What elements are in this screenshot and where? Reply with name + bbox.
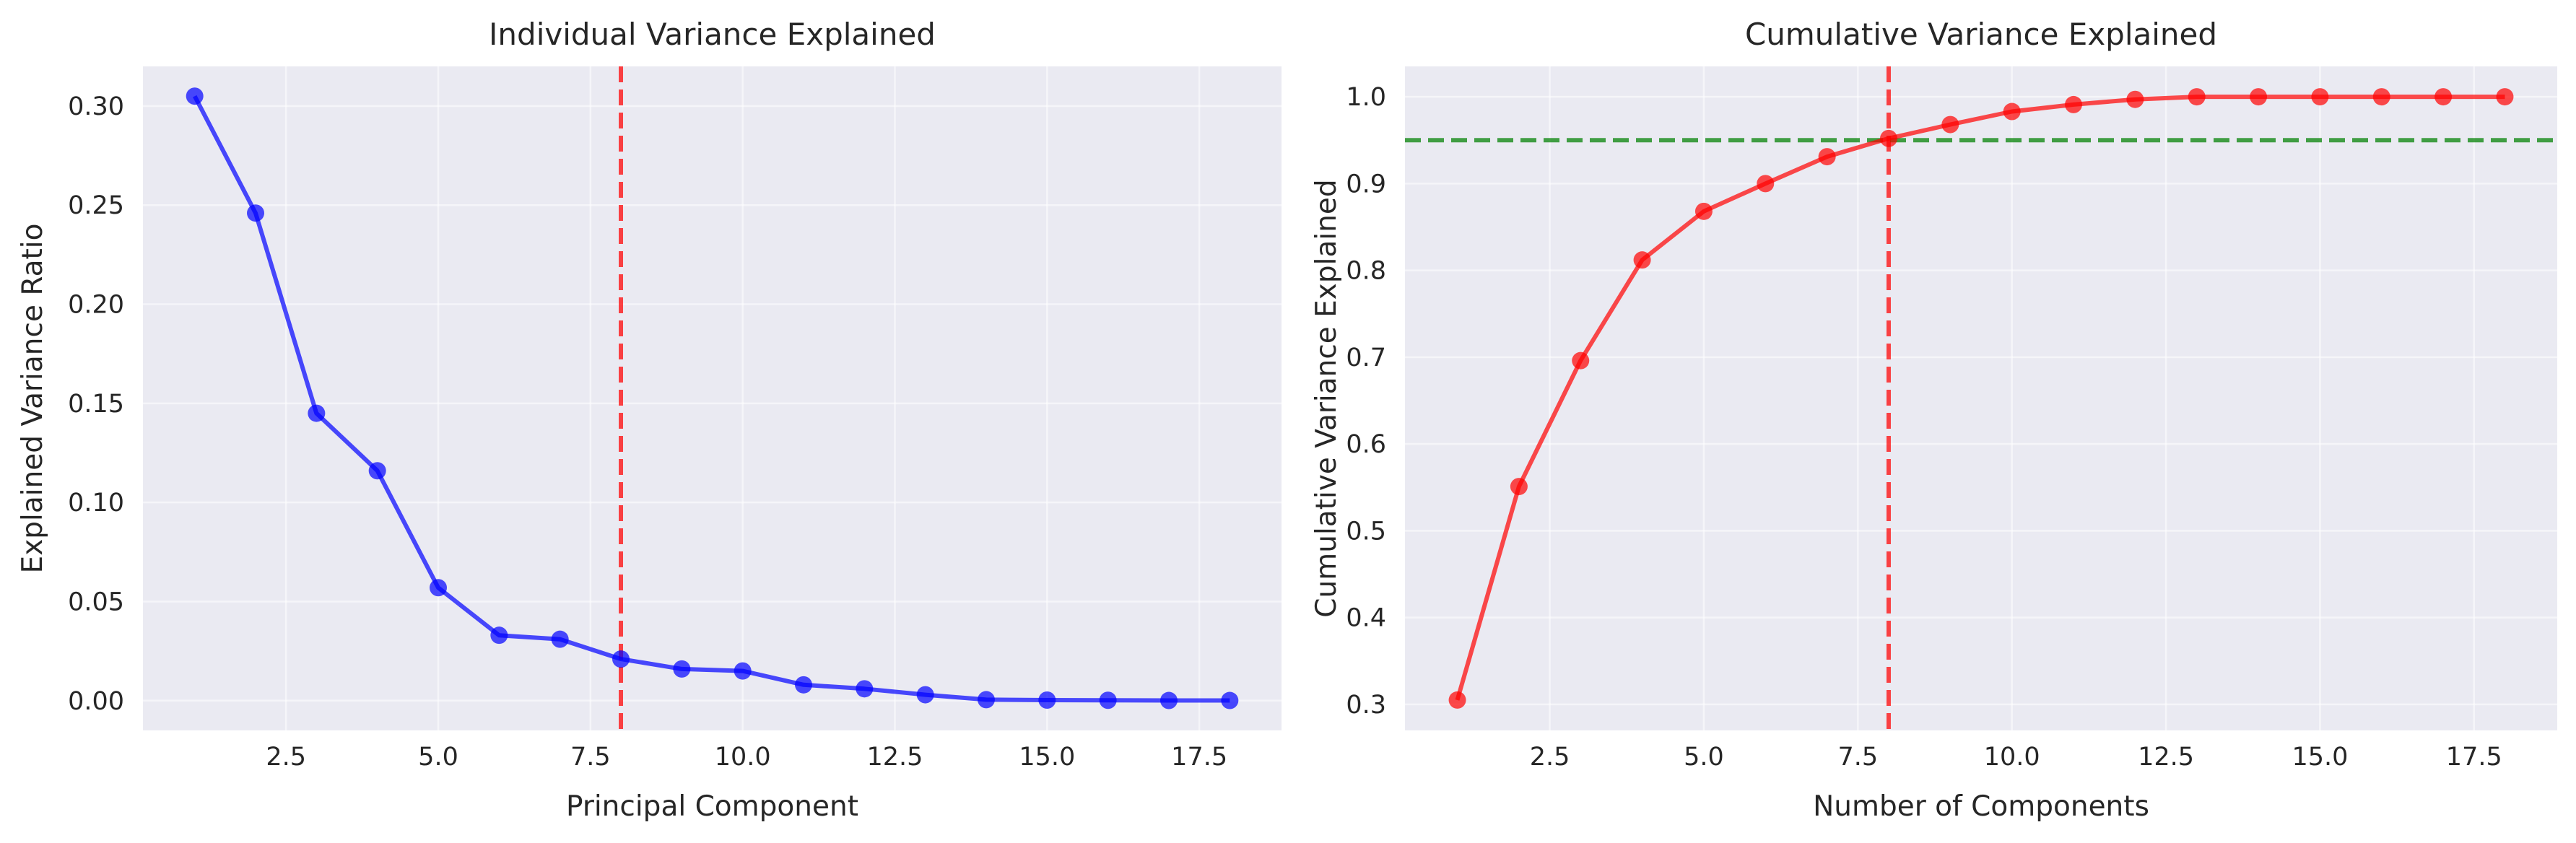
data-point — [856, 680, 874, 698]
series — [1448, 88, 2514, 709]
data-point — [1221, 691, 1239, 709]
data-point — [2434, 88, 2453, 106]
y-tick-label: 0.5 — [1346, 517, 1386, 546]
data-point — [1633, 251, 1651, 269]
data-point — [2372, 88, 2390, 106]
data-point — [551, 630, 569, 648]
data-point — [2311, 88, 2329, 106]
series-line — [193, 95, 1230, 703]
x-tick-label: 12.5 — [2138, 743, 2194, 772]
data-point — [186, 87, 204, 105]
y-tick-label: 0.7 — [1346, 344, 1386, 372]
data-point — [1038, 691, 1056, 709]
data-point — [1941, 115, 1959, 134]
y-tick-labels: 0.3 0.4 0.5 0.6 0.7 0.8 0.9 1.0 — [1346, 83, 1386, 720]
x-tick-label: 5.0 — [1684, 743, 1724, 772]
data-point — [673, 660, 691, 678]
data-point — [430, 579, 448, 597]
reference-lines — [1405, 66, 2557, 730]
y-tick-label: 0.05 — [68, 588, 124, 616]
x-tick-label: 12.5 — [867, 743, 923, 772]
x-tick-label: 10.0 — [1984, 743, 2040, 772]
y-tick-label: 0.00 — [68, 687, 124, 716]
plot-area — [143, 66, 1282, 730]
x-tick-label: 2.5 — [266, 743, 306, 772]
data-point — [2065, 95, 2083, 113]
data-point — [1757, 175, 1775, 193]
x-tick-labels: 2.5 5.0 7.5 10.0 12.5 15.0 17.5 — [1530, 743, 2502, 772]
data-point — [977, 691, 995, 709]
series-line — [1455, 95, 2505, 701]
data-point — [612, 650, 630, 668]
data-point — [1694, 202, 1713, 220]
data-point — [247, 204, 265, 222]
y-tick-label: 0.3 — [1346, 691, 1386, 720]
y-tick-label: 0.4 — [1346, 604, 1386, 633]
data-point — [2250, 88, 2268, 106]
individual-variance-panel: 2.5 5.0 7.5 10.0 12.5 15.0 17.5 0.000.050.100.… — [17, 17, 1282, 823]
y-tick-label: 0.25 — [68, 191, 124, 220]
y-axis-label: Explained Variance Ratio — [17, 224, 49, 574]
data-point — [1448, 691, 1466, 709]
x-tick-label: 7.5 — [1837, 743, 1878, 772]
x-tick-labels: 2.5 5.0 7.5 10.0 12.5 15.0 17.5 — [266, 743, 1227, 772]
data-point — [2496, 88, 2514, 106]
data-point — [916, 686, 934, 704]
data-point — [2003, 102, 2021, 121]
x-tick-label: 7.5 — [570, 743, 611, 772]
cumulative-variance-panel: 2.5 5.0 7.5 10.0 12.5 15.0 17.5 0.30.40.50.60.… — [1310, 17, 2557, 823]
grid — [143, 66, 1282, 730]
y-tick-label: 0.30 — [68, 92, 124, 121]
data-point — [308, 404, 326, 422]
series — [186, 87, 1239, 709]
data-point — [2126, 90, 2144, 108]
data-point — [1818, 148, 1836, 166]
y-axis-label: Cumulative Variance Explained — [1310, 179, 1343, 617]
y-tick-label: 0.8 — [1346, 257, 1386, 286]
y-tick-label: 0.15 — [68, 390, 124, 419]
x-tick-label: 15.0 — [2292, 743, 2348, 772]
x-tick-label: 10.0 — [715, 743, 771, 772]
chart-title: Individual Variance Explained — [489, 17, 936, 52]
y-tick-label: 0.6 — [1346, 430, 1386, 459]
chart-title: Cumulative Variance Explained — [1745, 17, 2217, 52]
x-tick-label: 17.5 — [1171, 743, 1227, 772]
plot-area — [1405, 66, 2557, 730]
x-axis-label: Number of Components — [1813, 790, 2149, 823]
y-tick-labels: 0.00 0.05 0.10 0.15 0.20 0.25 0.30 — [68, 92, 124, 716]
y-tick-label: 0.20 — [68, 291, 124, 320]
data-point — [2188, 88, 2206, 106]
x-tick-label: 15.0 — [1019, 743, 1075, 772]
data-point — [1099, 691, 1117, 709]
data-point — [1159, 691, 1178, 709]
x-tick-label: 5.0 — [418, 743, 458, 772]
x-tick-label: 2.5 — [1530, 743, 1570, 772]
data-point — [1510, 478, 1528, 496]
data-point — [1879, 129, 1897, 147]
x-tick-label: 17.5 — [2446, 743, 2502, 772]
y-tick-label: 1.0 — [1346, 83, 1386, 112]
data-point — [794, 676, 812, 694]
data-point — [734, 662, 752, 680]
data-point — [490, 626, 508, 645]
data-point — [1572, 351, 1590, 370]
y-tick-label: 0.10 — [68, 489, 124, 517]
data-point — [368, 462, 386, 480]
x-axis-label: Principal Component — [566, 790, 858, 823]
y-tick-label: 0.9 — [1346, 170, 1386, 198]
